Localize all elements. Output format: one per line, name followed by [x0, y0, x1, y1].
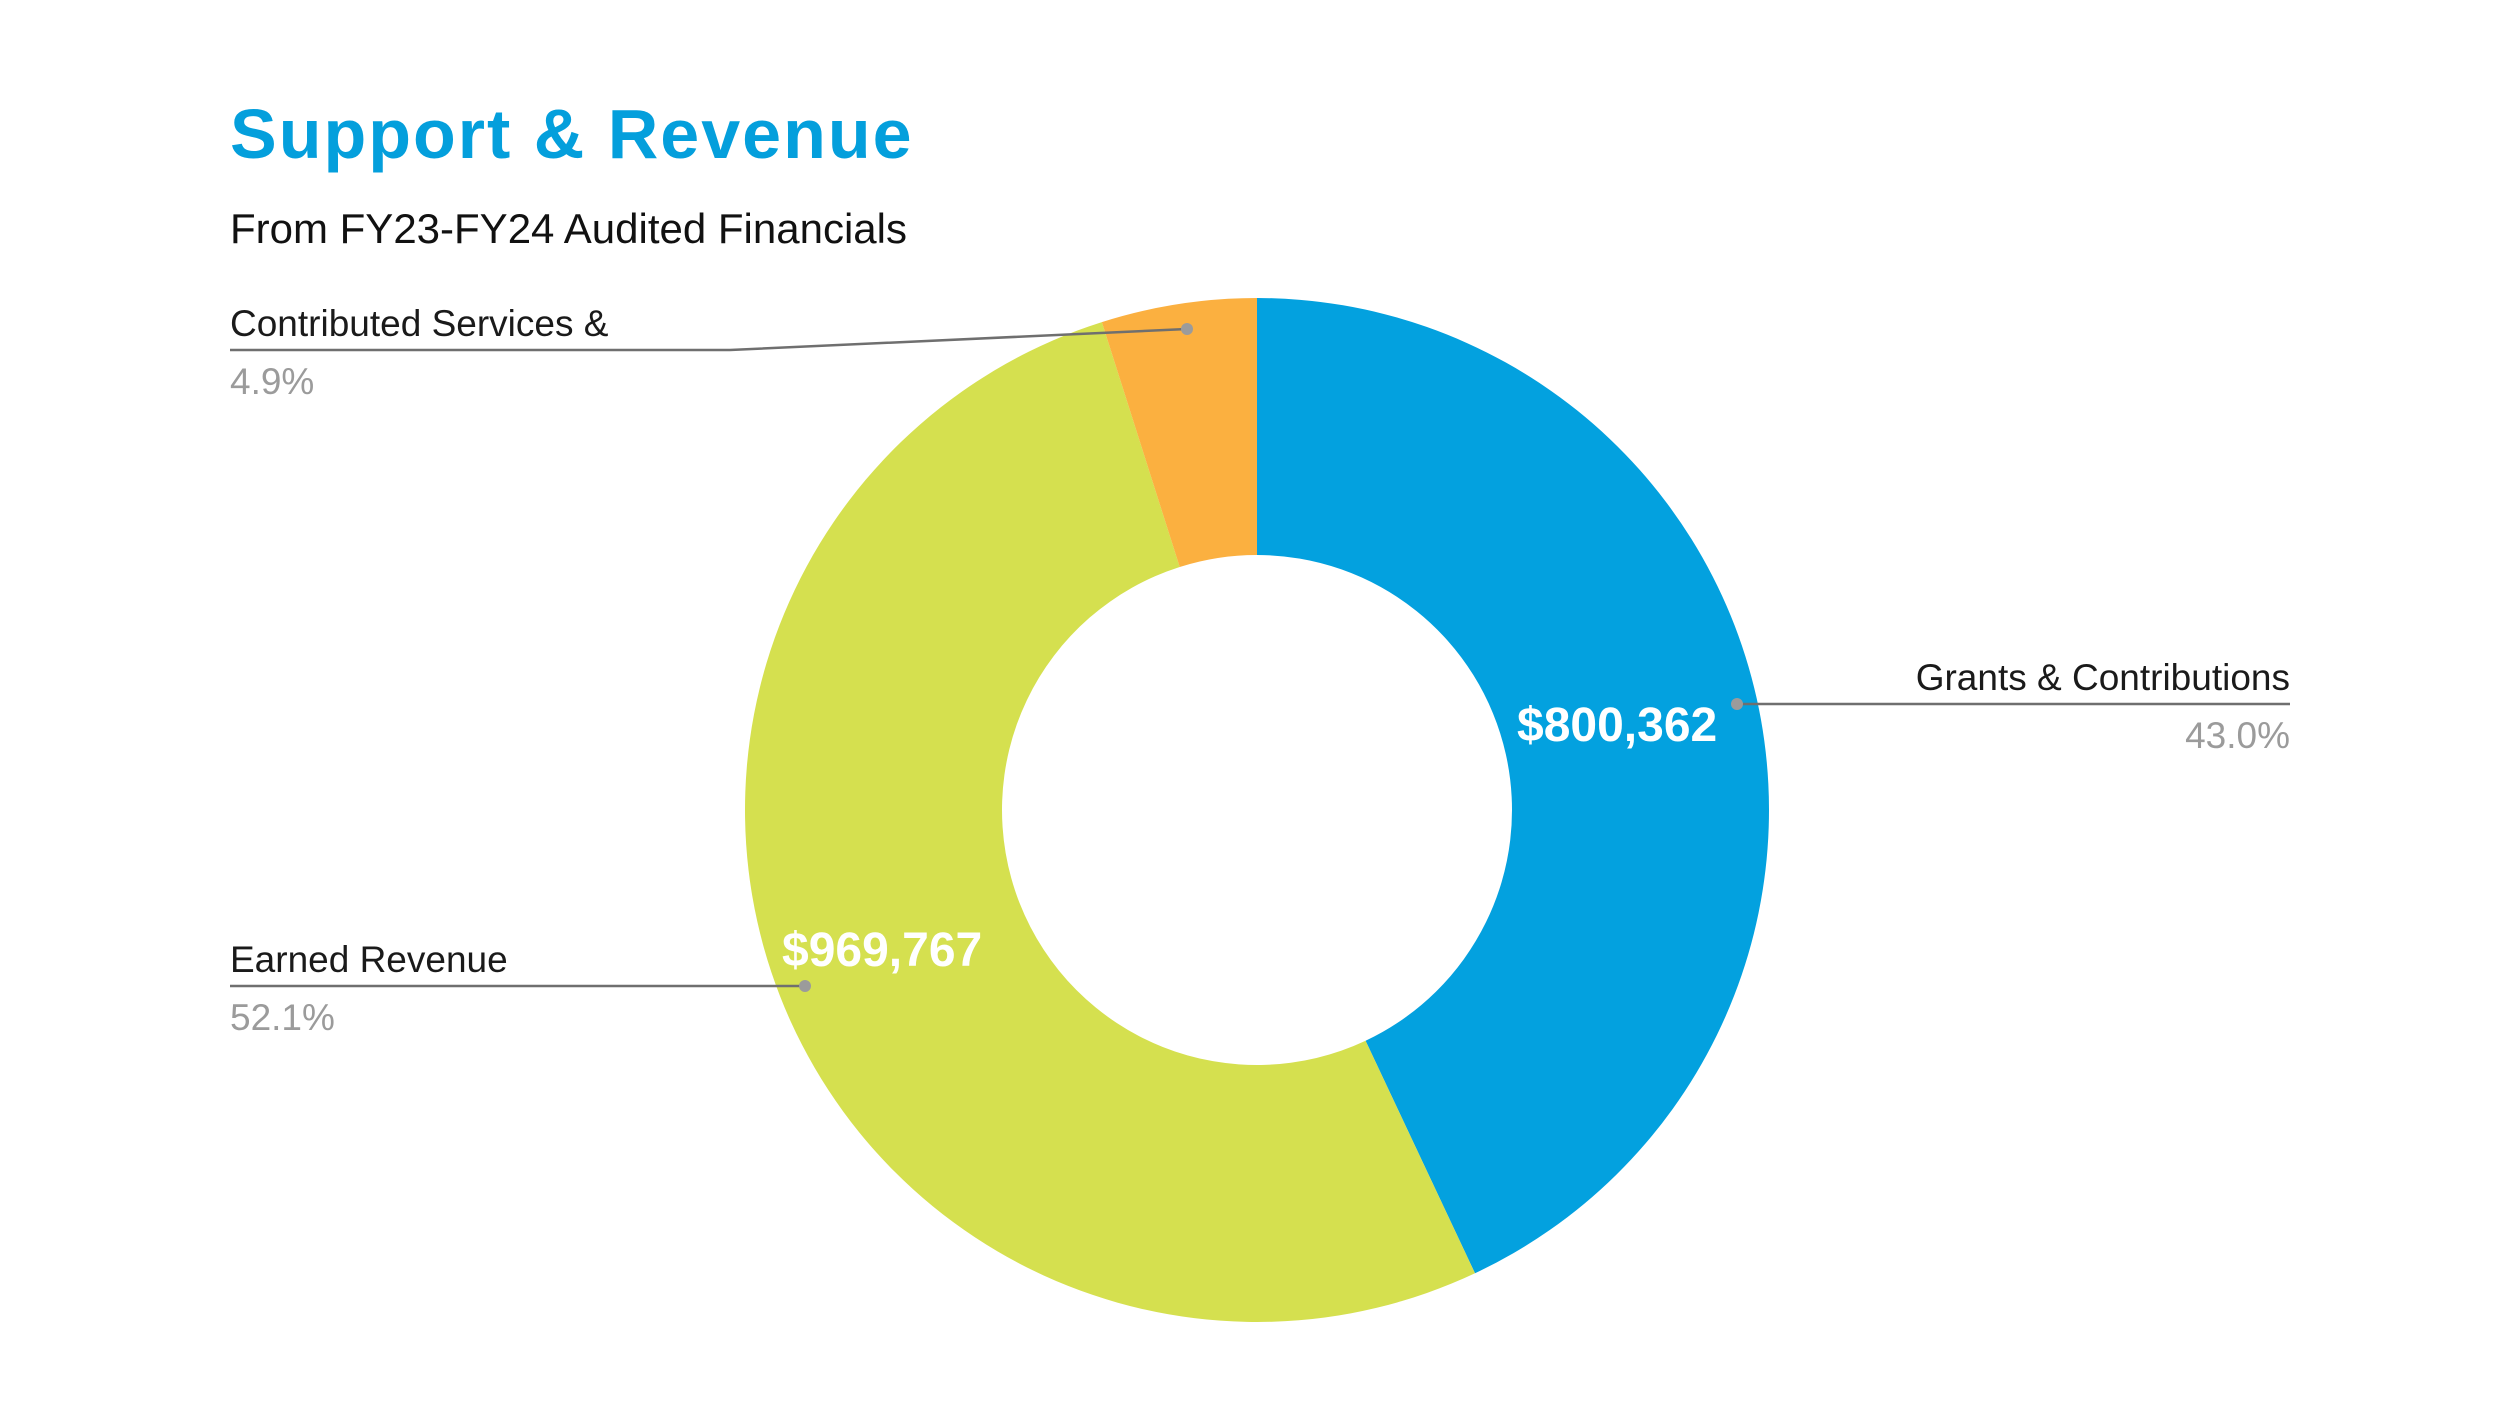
value-label-earned-revenue: $969,767 — [782, 924, 982, 977]
leader-dot-contributed-services — [1181, 323, 1193, 335]
slice-grants-contributions[interactable] — [1257, 298, 1769, 1274]
slice-earned-revenue[interactable] — [745, 322, 1475, 1322]
leader-dot-earned-revenue — [799, 980, 811, 992]
leader-line-contributed-services — [230, 327, 1188, 352]
legend-percent-grants-contributions: 43.0% — [2185, 715, 2290, 756]
slices-group — [745, 298, 1769, 1322]
legend-label-grants-contributions: Grants & Contributions — [1916, 657, 2290, 698]
slice-contributed-services[interactable] — [1101, 298, 1257, 567]
chart-title: Support & Revenue — [230, 95, 914, 173]
legend-percent-earned-revenue: 52.1% — [230, 997, 335, 1038]
value-label-grants-contributions: $800,362 — [1517, 699, 1717, 752]
leader-dot-grants-contributions — [1731, 698, 1743, 710]
legend-percent-contributed-services: 4.9% — [230, 361, 314, 402]
legend-label-contributed-services: Contributed Services & — [230, 303, 609, 344]
chart-subtitle: From FY23-FY24 Audited Financials — [230, 205, 907, 252]
legend-label-earned-revenue: Earned Revenue — [230, 939, 508, 980]
